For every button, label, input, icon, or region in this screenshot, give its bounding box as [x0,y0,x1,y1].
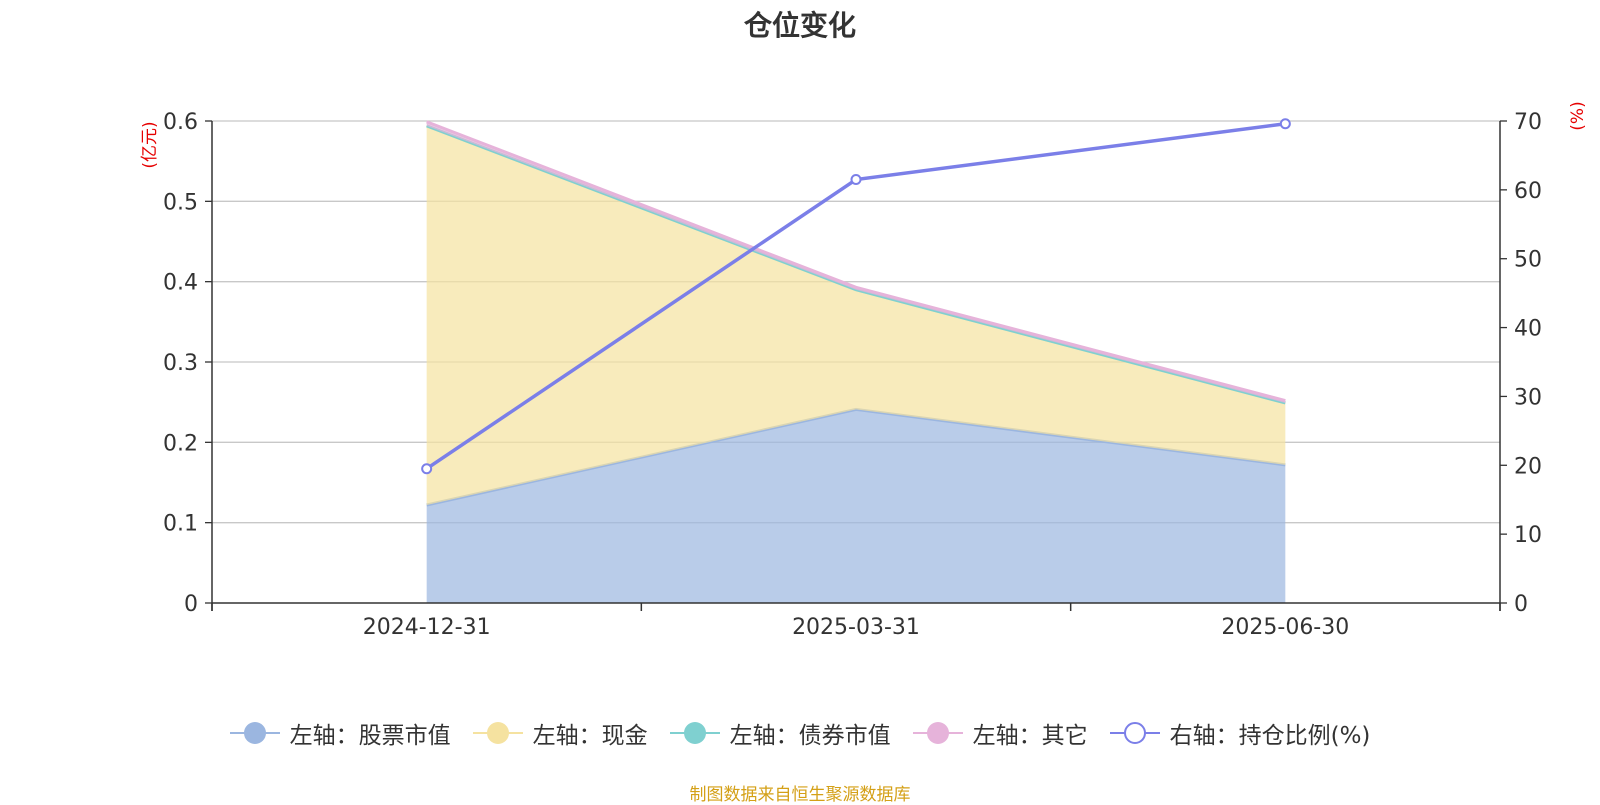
right-axis-unit: (%) [1568,101,1588,130]
left-tick-label: 0.3 [163,351,198,376]
right-tick-label: 10 [1514,523,1542,548]
right-tick-label: 40 [1514,317,1542,342]
legend-item[interactable]: 左轴：债券市值 [669,716,891,750]
legend-item[interactable]: 左轴：现金 [472,716,648,750]
legend-label: 左轴：股票市值 [289,723,451,749]
legend-item[interactable]: 左轴：股票市值 [229,716,451,750]
right-tick-label: 0 [1514,592,1528,617]
left-tick-label: 0 [184,592,198,617]
legend-dot [683,722,706,744]
left-tick-label: 0.2 [163,431,198,456]
legend-label: 左轴：其它 [972,723,1088,749]
ratio-point [1279,118,1291,130]
legend-marker-icon [912,721,963,745]
legend-dot [1123,722,1146,744]
right-tick-label: 70 [1514,110,1542,135]
legend-dot [486,722,509,744]
legend-item[interactable]: 右轴：持仓比例(%) [1109,716,1371,750]
source-note: 制图数据来自恒生聚源数据库 [689,785,911,805]
legend-marker-icon [669,721,720,745]
left-tick-label: 0.1 [163,512,198,537]
area-line [426,120,1286,403]
right-tick-label: 50 [1514,248,1542,273]
legend-marker-icon [1109,721,1160,745]
legend-label: 右轴：持仓比例(%) [1169,723,1371,749]
legend-marker-icon [229,721,280,745]
legend-item[interactable]: 左轴：其它 [912,716,1088,750]
ratio-point [850,174,862,186]
left-tick-label: 0.6 [163,110,198,135]
area-fill [426,125,1286,505]
x-tick-label: 2024-12-31 [363,615,491,640]
legend-marker-icon [472,721,523,745]
chart-title: 仓位变化 [743,9,856,42]
right-tick-label: 60 [1514,179,1542,204]
left-tick-label: 0.4 [163,271,198,296]
left-tick-label: 0.5 [163,190,198,215]
legend-label: 左轴：债券市值 [729,723,891,749]
x-tick-label: 2025-03-31 [792,615,920,640]
right-tick-label: 20 [1514,454,1542,479]
right-tick-label: 30 [1514,385,1542,410]
x-tick-label: 2025-06-30 [1221,615,1349,640]
legend: 左轴：股票市值 左轴：现金 左轴：债券市值 左轴：其它 右轴：持仓比例(%) [0,716,1600,750]
ratio-point [421,463,433,475]
legend-dot [243,722,266,744]
left-axis-unit: (亿元) [140,121,160,168]
legend-label: 左轴：现金 [532,723,648,749]
legend-dot [926,722,949,744]
